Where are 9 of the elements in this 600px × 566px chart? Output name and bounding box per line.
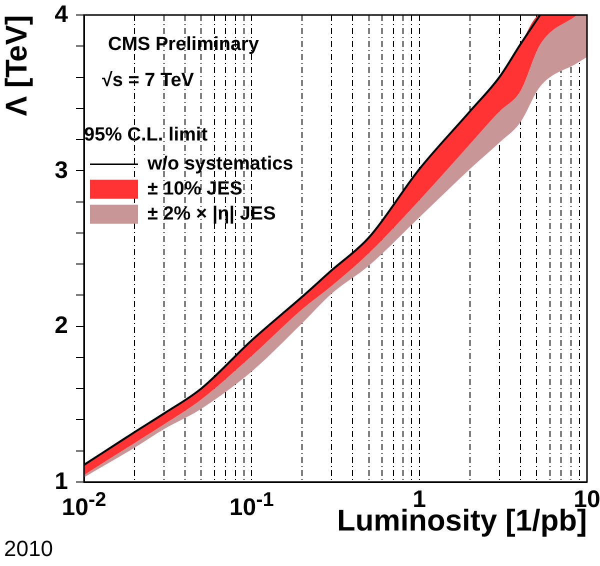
legend-label: w/o systematics	[146, 154, 294, 175]
y-tick-label: 3	[54, 156, 68, 185]
annotation: CMS Preliminary	[108, 34, 259, 56]
legend-title: 95% C.L. limit	[84, 124, 208, 146]
y-axis-title: Λ [TeV]	[0, 15, 34, 116]
text: 2010	[4, 536, 53, 562]
y-tick-label: 4	[54, 1, 68, 29]
x-tick-label: 10$^{-1}$	[229, 488, 274, 522]
y-tick-label: 2	[54, 312, 68, 340]
